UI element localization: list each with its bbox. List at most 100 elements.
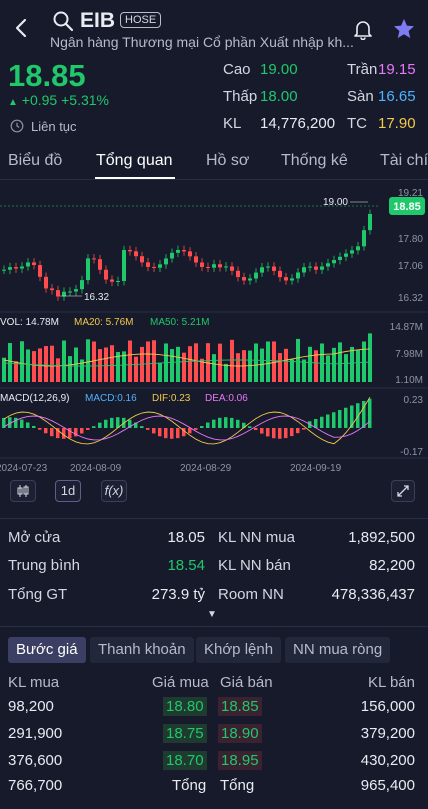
buy-price[interactable]: 18.75	[163, 724, 207, 743]
candle-body	[260, 267, 264, 273]
star-icon[interactable]	[392, 17, 416, 41]
macd-histogram-bar	[32, 425, 36, 428]
volume-bar	[56, 358, 60, 382]
ref-label: TC	[347, 115, 367, 132]
sell-price[interactable]: 18.85	[218, 697, 262, 716]
expand-down-icon[interactable]: ▼	[207, 609, 217, 620]
volume-bar	[272, 341, 276, 382]
dif-line	[3, 396, 371, 445]
buy-price-header: Giá mua	[152, 674, 209, 691]
open-value: 18.05	[167, 529, 205, 546]
foreign-sell-value: 82,200	[369, 557, 415, 574]
active-tab-indicator	[95, 177, 175, 179]
volume-bar	[308, 346, 312, 382]
macd-histogram-bar	[164, 428, 168, 439]
candle-body	[68, 291, 72, 293]
macd-histogram-bar	[248, 426, 252, 428]
tab-statistics[interactable]: Thống kê	[281, 152, 348, 169]
buy-price[interactable]: 18.80	[163, 697, 207, 716]
volume-bar	[212, 354, 216, 382]
macd-histogram-bar	[2, 417, 6, 428]
macd-histogram-bar	[218, 417, 222, 428]
sell-volume: 379,200	[360, 725, 415, 742]
macd-histogram-bar	[266, 428, 270, 437]
volume-bar	[2, 357, 6, 382]
tab-matched-orders[interactable]: Khớp lệnh	[196, 637, 282, 663]
volume-bar	[356, 349, 360, 382]
macd-histogram-bar	[290, 428, 294, 437]
tab-overview[interactable]: Tổng quan	[96, 152, 173, 169]
candle-body	[224, 266, 228, 268]
volume-bar	[104, 347, 108, 382]
macd-histogram-bar	[134, 422, 138, 428]
macd-histogram-bar	[146, 428, 150, 430]
low-value: 18.00	[260, 88, 298, 105]
volume-bar	[146, 341, 150, 382]
macd-histogram-bar	[254, 428, 258, 431]
candle-body	[50, 288, 54, 291]
volume-bar	[122, 351, 126, 382]
price-axis-label: 17.06	[398, 261, 423, 272]
bell-icon[interactable]	[352, 18, 374, 40]
indicator-button[interactable]: f(x)	[101, 480, 127, 502]
tab-profile[interactable]: Hồ sơ	[206, 152, 250, 169]
volume-bar	[314, 350, 318, 382]
candle-body	[110, 279, 114, 282]
buy-price[interactable]: 18.70	[163, 751, 207, 770]
sell-volume: 156,000	[360, 698, 415, 715]
macd-axis-label: -0.17	[400, 447, 423, 458]
company-name: Ngân hàng Thương mại Cổ phần Xuất nhập k…	[50, 34, 354, 50]
macd-legend: MACD:0.16	[85, 393, 137, 404]
total-value-label: Tổng GT	[8, 586, 68, 603]
candle-body	[272, 266, 276, 271]
tab-chart[interactable]: Biểu đồ	[8, 152, 63, 169]
price-chart[interactable]: 19.21 17.80 17.06 16.32 18.85 19.00 16.3…	[0, 182, 428, 474]
macd-histogram-bar	[326, 414, 330, 428]
macd-histogram-bar	[140, 426, 144, 428]
current-price-badge-text: 18.85	[393, 201, 421, 213]
back-arrow-icon[interactable]	[10, 16, 34, 40]
fullscreen-button[interactable]	[391, 480, 415, 502]
candle-body	[20, 266, 24, 269]
candle-body	[332, 260, 336, 264]
ref-value: 17.90	[378, 115, 416, 132]
interval-button[interactable]: 1d	[55, 480, 81, 502]
macd-histogram-bar	[128, 419, 132, 428]
date-label: 2024-08-29	[180, 463, 232, 472]
price-axis-label: 16.32	[398, 293, 423, 304]
tab-foreign-net[interactable]: NN mua ròng	[285, 637, 391, 663]
ma20-legend: MA20: 5.76M	[74, 317, 133, 328]
volume-bar	[284, 348, 288, 382]
tab-financials[interactable]: Tài chính	[380, 152, 428, 169]
macd-histogram-bar	[260, 428, 264, 434]
volume-bar	[344, 354, 348, 382]
change-percent: +5.31%	[61, 92, 109, 108]
candle-body	[176, 250, 180, 253]
vol-legend: VOL: 14.78M	[0, 317, 59, 328]
candle-body	[314, 266, 318, 270]
candle-body	[44, 276, 48, 289]
volume-bar	[116, 351, 120, 382]
macd-histogram-bar	[182, 428, 186, 437]
volume-bar	[266, 341, 270, 382]
foreign-room-label: Room NN	[218, 586, 284, 603]
candle-type-button[interactable]	[10, 480, 36, 502]
tab-price-step[interactable]: Bước giá	[8, 637, 86, 663]
vol-axis-label: 7.98M	[395, 349, 423, 360]
sell-price[interactable]: 18.90	[218, 724, 262, 743]
macd-histogram-bar	[320, 416, 324, 428]
volume-bar	[92, 341, 96, 382]
macd-histogram-bar	[242, 422, 246, 428]
vol-axis-label: 1.10M	[395, 375, 423, 386]
search-icon[interactable]	[52, 10, 74, 32]
sell-volume-header: KL bán	[368, 674, 415, 691]
date-label: 2024-08-09	[70, 463, 122, 472]
candle-body	[146, 262, 150, 267]
tab-liquidity[interactable]: Thanh khoản	[90, 637, 194, 663]
candle-body	[344, 253, 348, 257]
candle-body	[242, 277, 246, 281]
candle-body	[14, 267, 18, 269]
volume-bar	[14, 361, 18, 382]
macd-histogram-bar	[338, 410, 342, 428]
sell-price[interactable]: 18.95	[218, 751, 262, 770]
